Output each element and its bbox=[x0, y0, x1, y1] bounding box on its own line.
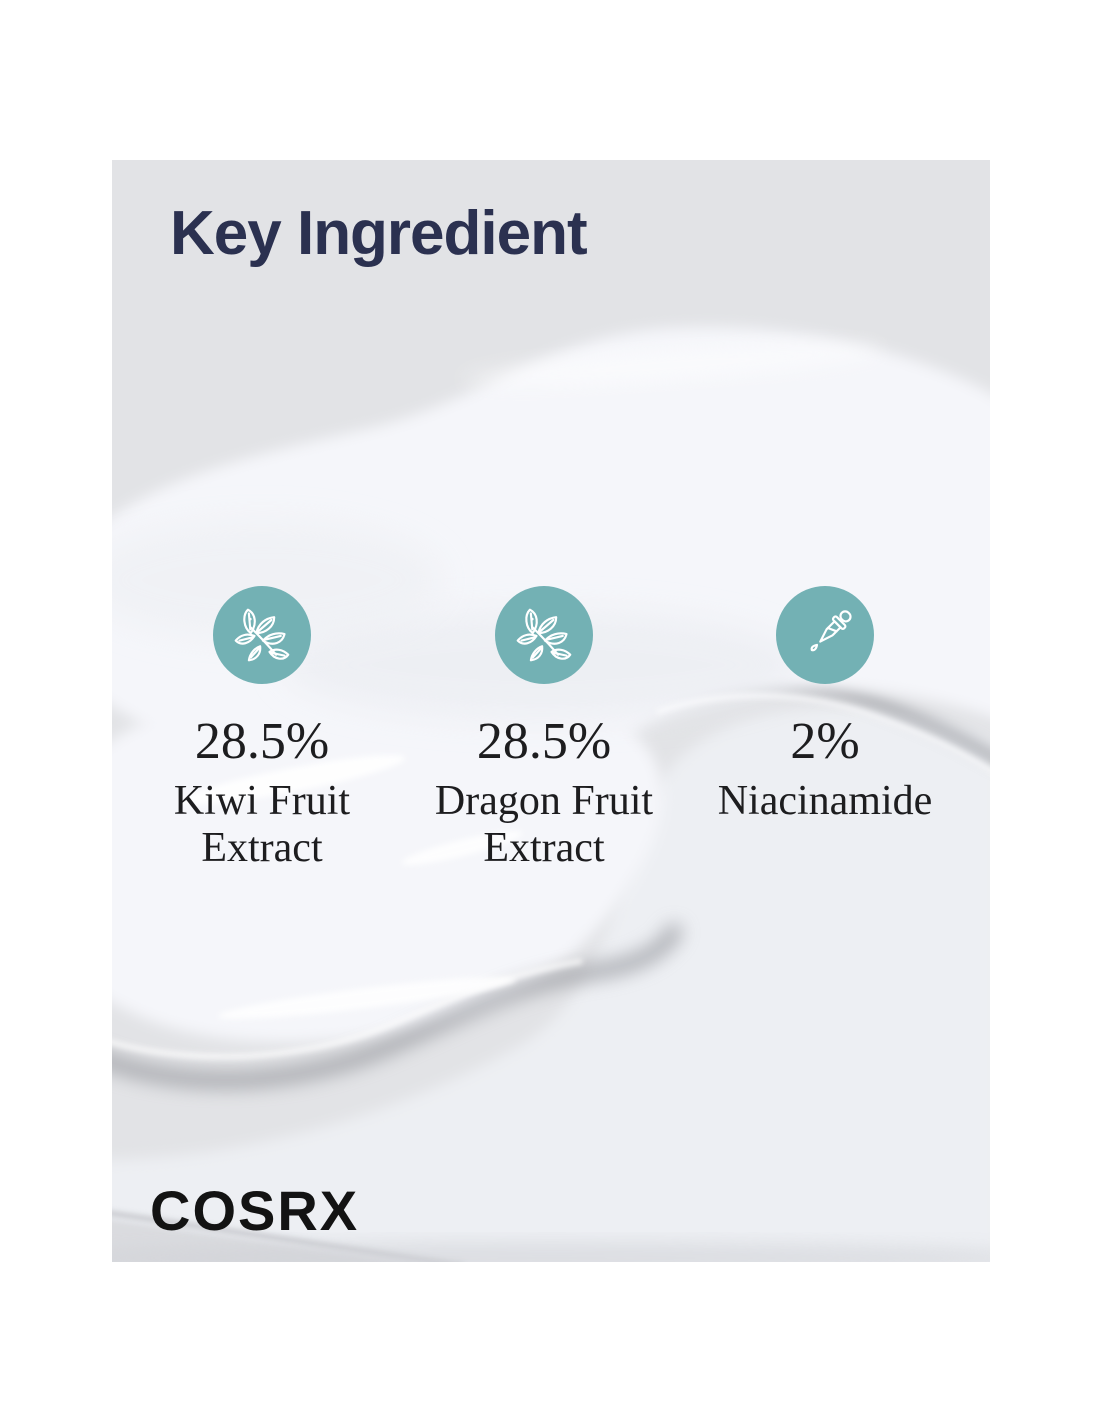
ingredient-column-dragon-fruit-extract: 28.5% Dragon Fruit Extract bbox=[404, 586, 684, 872]
page-title: Key Ingredient bbox=[170, 199, 588, 268]
ingredient-percent: 2% bbox=[790, 713, 860, 770]
ingredient-name: Niacinamide bbox=[685, 778, 965, 825]
ingredient-percent: 28.5% bbox=[194, 713, 330, 770]
leaf-branch-icon bbox=[213, 586, 311, 684]
ingredient-name-line: Dragon Fruit bbox=[434, 778, 654, 824]
ingredient-name-line: Kiwi Fruit bbox=[173, 778, 351, 824]
brand-logo: COSRX bbox=[150, 1179, 360, 1242]
ingredient-percent: 28.5% bbox=[476, 713, 612, 770]
infographic-canvas: Key Ingredient 28.5% Kiwi Fr bbox=[112, 160, 990, 1262]
ingredient-column-niacinamide: 2% Niacinamide bbox=[685, 586, 965, 825]
ingredient-name: Dragon Fruit Extract bbox=[404, 778, 684, 872]
ingredient-column-kiwi-fruit-extract: 28.5% Kiwi Fruit Extract bbox=[122, 586, 402, 872]
ingredient-name-line: Niacinamide bbox=[717, 778, 933, 824]
cream-texture-background bbox=[112, 160, 990, 1262]
ingredient-name: Kiwi Fruit Extract bbox=[122, 778, 402, 872]
ingredient-name-line: Extract bbox=[483, 825, 605, 872]
ingredient-name-line: Extract bbox=[201, 825, 323, 872]
dropper-icon bbox=[776, 586, 874, 684]
leaf-branch-icon bbox=[495, 586, 593, 684]
